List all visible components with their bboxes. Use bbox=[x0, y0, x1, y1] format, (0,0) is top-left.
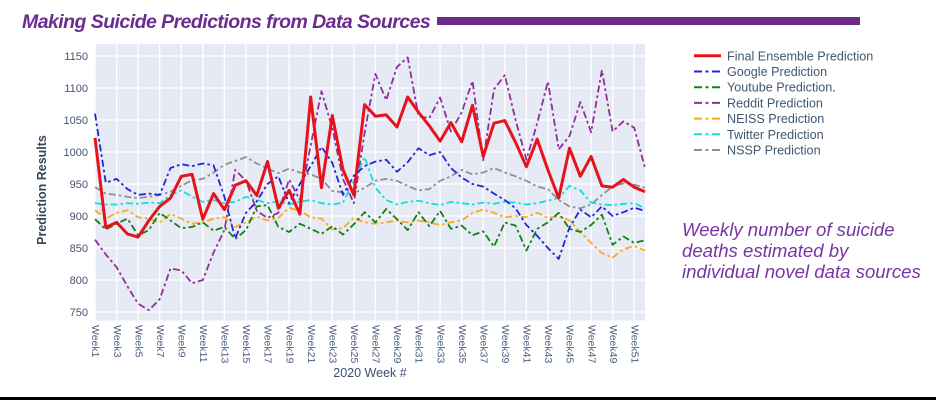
svg-text:Week43: Week43 bbox=[542, 325, 554, 363]
svg-text:Week1: Week1 bbox=[89, 325, 101, 358]
svg-text:1100: 1100 bbox=[64, 83, 88, 95]
svg-text:750: 750 bbox=[70, 307, 88, 319]
svg-text:Week17: Week17 bbox=[262, 325, 274, 363]
svg-text:NEISS Prediction: NEISS Prediction bbox=[727, 112, 824, 126]
svg-text:1000: 1000 bbox=[64, 147, 88, 159]
svg-text:Week3: Week3 bbox=[111, 325, 123, 358]
svg-text:Week11: Week11 bbox=[197, 325, 209, 363]
svg-text:Week9: Week9 bbox=[176, 325, 188, 358]
svg-text:Week27: Week27 bbox=[370, 325, 382, 363]
svg-text:Twitter Prediction: Twitter Prediction bbox=[727, 128, 824, 142]
svg-text:Week45: Week45 bbox=[564, 325, 576, 363]
svg-text:Prediction Results: Prediction Results bbox=[35, 135, 49, 245]
svg-text:850: 850 bbox=[70, 243, 88, 255]
svg-text:Week47: Week47 bbox=[585, 325, 597, 363]
svg-text:800: 800 bbox=[70, 275, 88, 287]
svg-text:Week13: Week13 bbox=[219, 325, 231, 363]
svg-text:Week35: Week35 bbox=[456, 325, 468, 363]
svg-text:2020 Week #: 2020 Week # bbox=[333, 366, 406, 380]
svg-text:Week15: Week15 bbox=[240, 325, 252, 363]
svg-text:Week37: Week37 bbox=[477, 325, 489, 363]
svg-text:NSSP Prediction: NSSP Prediction bbox=[727, 144, 821, 158]
svg-text:Week31: Week31 bbox=[413, 325, 425, 363]
svg-text:950: 950 bbox=[70, 179, 88, 191]
svg-text:Week7: Week7 bbox=[154, 325, 166, 358]
svg-text:Week49: Week49 bbox=[607, 325, 619, 363]
svg-text:Week25: Week25 bbox=[348, 325, 360, 363]
svg-text:Week41: Week41 bbox=[521, 325, 533, 363]
svg-text:1150: 1150 bbox=[64, 51, 88, 63]
svg-text:Final Ensemble Prediction: Final Ensemble Prediction bbox=[727, 49, 873, 63]
svg-text:Week23: Week23 bbox=[327, 325, 339, 363]
svg-text:Week21: Week21 bbox=[305, 325, 317, 363]
svg-text:1050: 1050 bbox=[64, 115, 88, 127]
svg-text:Google Prediction: Google Prediction bbox=[727, 65, 827, 79]
svg-text:Youtube Prediction.: Youtube Prediction. bbox=[727, 81, 836, 95]
svg-text:Reddit Prediction: Reddit Prediction bbox=[727, 96, 823, 110]
svg-text:Week29: Week29 bbox=[391, 325, 403, 363]
svg-text:Week5: Week5 bbox=[132, 325, 144, 358]
svg-text:900: 900 bbox=[70, 211, 88, 223]
svg-text:Week51: Week51 bbox=[628, 325, 640, 363]
svg-text:Week39: Week39 bbox=[499, 325, 511, 363]
svg-text:Week19: Week19 bbox=[283, 325, 295, 363]
svg-text:Week33: Week33 bbox=[434, 325, 446, 363]
